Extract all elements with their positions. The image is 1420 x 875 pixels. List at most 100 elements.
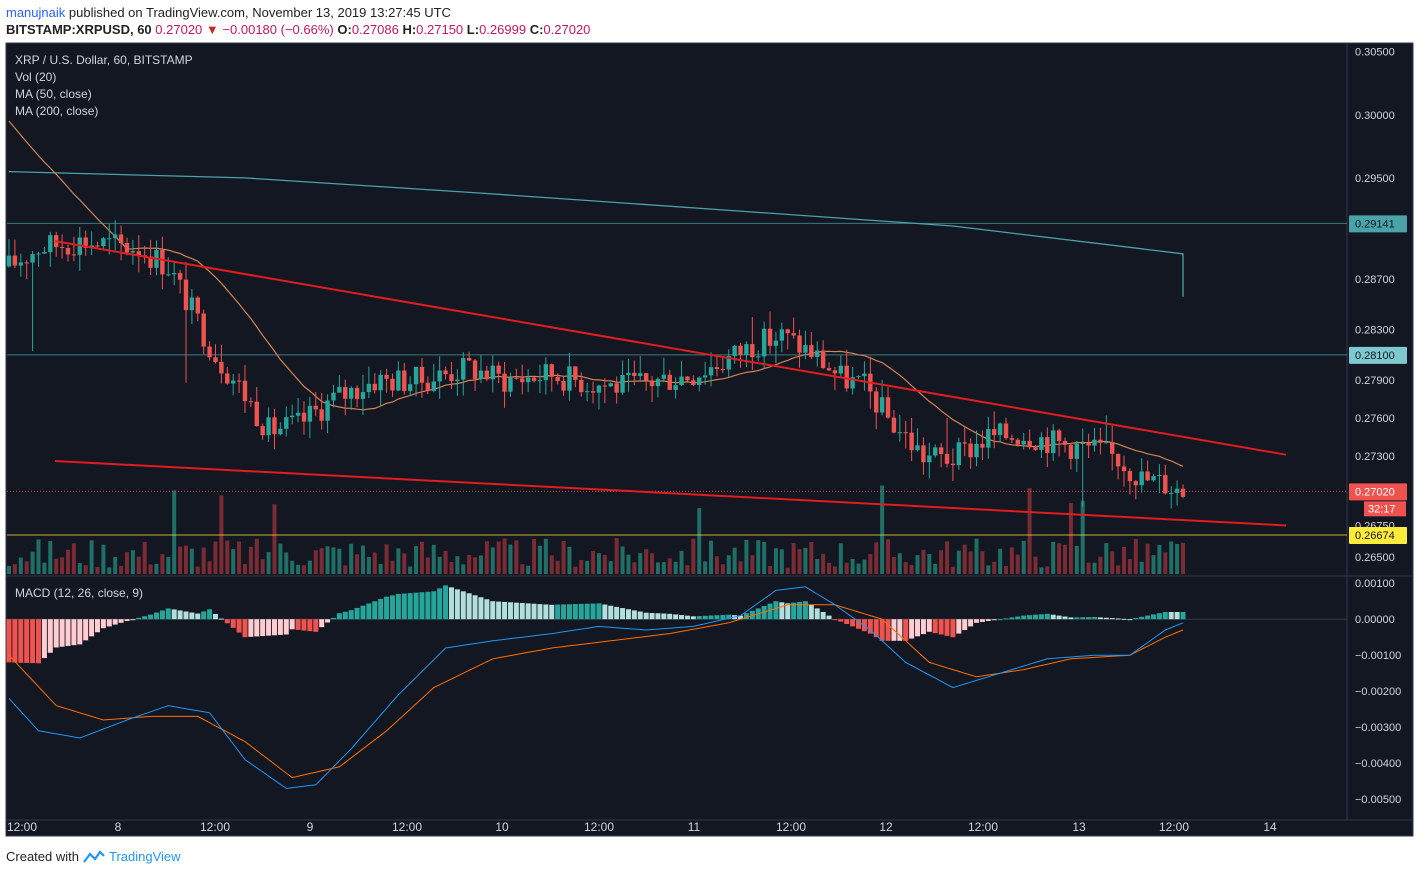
candle-body (549, 364, 554, 377)
author-link[interactable]: manujnaik (6, 5, 66, 20)
candle-body (1121, 466, 1127, 472)
candle-body (915, 445, 920, 451)
macd-histogram-bar (956, 619, 962, 634)
volume-bar (508, 544, 513, 574)
candle-body (773, 340, 779, 346)
tradingview-brand-link[interactable]: TradingView (108, 849, 181, 864)
candle-body (1163, 475, 1168, 494)
candle-body (1062, 441, 1068, 445)
volume-bar (248, 546, 253, 574)
volume-bar (437, 556, 442, 574)
candle-body (1092, 439, 1097, 446)
volume-bar (36, 539, 41, 574)
macd-histogram-bar (130, 619, 136, 621)
macd-tick-label: −0.00100 (1355, 650, 1401, 662)
volume-bar (449, 561, 454, 574)
volume-bar (809, 542, 814, 574)
candle-body (348, 387, 354, 399)
candle-body (1115, 453, 1121, 467)
volume-bar (874, 542, 879, 574)
candle-body (1051, 430, 1056, 454)
macd-histogram-bar (1097, 617, 1103, 620)
volume-bar (1157, 544, 1162, 574)
candle-body (319, 409, 324, 421)
volume-bar (579, 559, 584, 574)
candle-body (661, 374, 667, 379)
time-tick-label: 12:00 (968, 820, 998, 834)
candle-body (1086, 442, 1091, 446)
volume-bar (178, 546, 183, 574)
macd-histogram-bar (230, 619, 236, 628)
macd-histogram-bar (643, 612, 649, 620)
down-arrow-icon: ▼ (205, 22, 219, 37)
volume-bar (797, 549, 802, 574)
candle-body (284, 417, 289, 429)
indicator-label: MA (200, close) (15, 104, 98, 118)
candle-body (997, 423, 1003, 436)
candle-body (1003, 423, 1009, 439)
volume-bar (1133, 538, 1138, 574)
candle-body (697, 377, 702, 386)
volume-bar (225, 540, 230, 574)
chart-canvas[interactable]: 12:00 8 12:00 9 12:00 10 12:00 11 12:00 12 12:00 13… (0, 40, 1420, 840)
candle-body (738, 345, 743, 355)
volume-bar (419, 541, 424, 574)
candle-body (130, 251, 136, 253)
candle-body (649, 380, 655, 387)
macd-histogram-bar (401, 593, 407, 620)
macd-histogram-bar (962, 619, 968, 630)
macd-histogram-bar (1015, 616, 1021, 620)
macd-histogram-bar (142, 616, 148, 620)
macd-histogram-bar (873, 619, 879, 638)
candle-body (986, 429, 991, 448)
candle-body (702, 375, 708, 378)
macd-histogram-bar (77, 619, 83, 645)
macd-histogram-bar (1021, 615, 1027, 620)
macd-histogram-bar (484, 599, 490, 620)
volume-bar (555, 560, 560, 574)
macd-histogram-bar (897, 619, 903, 641)
macd-histogram-bar (1003, 618, 1009, 620)
volume-bar (591, 550, 596, 574)
candle-body (101, 238, 106, 247)
volume-bar (779, 549, 784, 574)
macd-histogram-bar (696, 616, 702, 620)
candle-body (608, 383, 613, 387)
candle-body (295, 412, 301, 416)
candle-body (1157, 475, 1162, 477)
candle-body (756, 356, 761, 358)
macd-histogram-bar (1139, 616, 1145, 620)
macd-tick-label: −0.00400 (1355, 758, 1401, 770)
volume-bar (567, 546, 572, 574)
volume-bar (602, 554, 607, 574)
volume-bar (71, 543, 76, 574)
candle-body (520, 378, 525, 383)
macd-histogram-bar (920, 619, 926, 635)
macd-histogram-bar (218, 618, 224, 620)
volume-bar (903, 562, 908, 574)
candle-body (313, 405, 318, 410)
candle-body (1098, 439, 1103, 443)
macd-histogram-bar (578, 603, 584, 620)
volume-bar (1051, 541, 1056, 574)
volume-bar (709, 540, 714, 574)
volume-bar (18, 557, 23, 574)
time-tick-label: 12:00 (200, 820, 230, 834)
candle-body (402, 370, 407, 391)
macd-histogram-bar (915, 619, 921, 637)
volume-bar (1004, 566, 1009, 574)
volume-bar (962, 544, 967, 574)
volume-bar (868, 554, 873, 574)
macd-histogram-bar (1033, 614, 1039, 620)
volume-bar (891, 556, 896, 574)
macd-histogram-bar (325, 619, 331, 623)
candle-body (1074, 443, 1080, 459)
volume-bar (83, 565, 88, 574)
macd-histogram-bar (336, 613, 342, 620)
candle-body (809, 345, 814, 357)
candle-body (466, 358, 472, 361)
candle-body (6, 255, 12, 267)
macd-histogram-bar (602, 604, 608, 620)
candle-body (767, 328, 773, 346)
candle-body (242, 380, 248, 402)
